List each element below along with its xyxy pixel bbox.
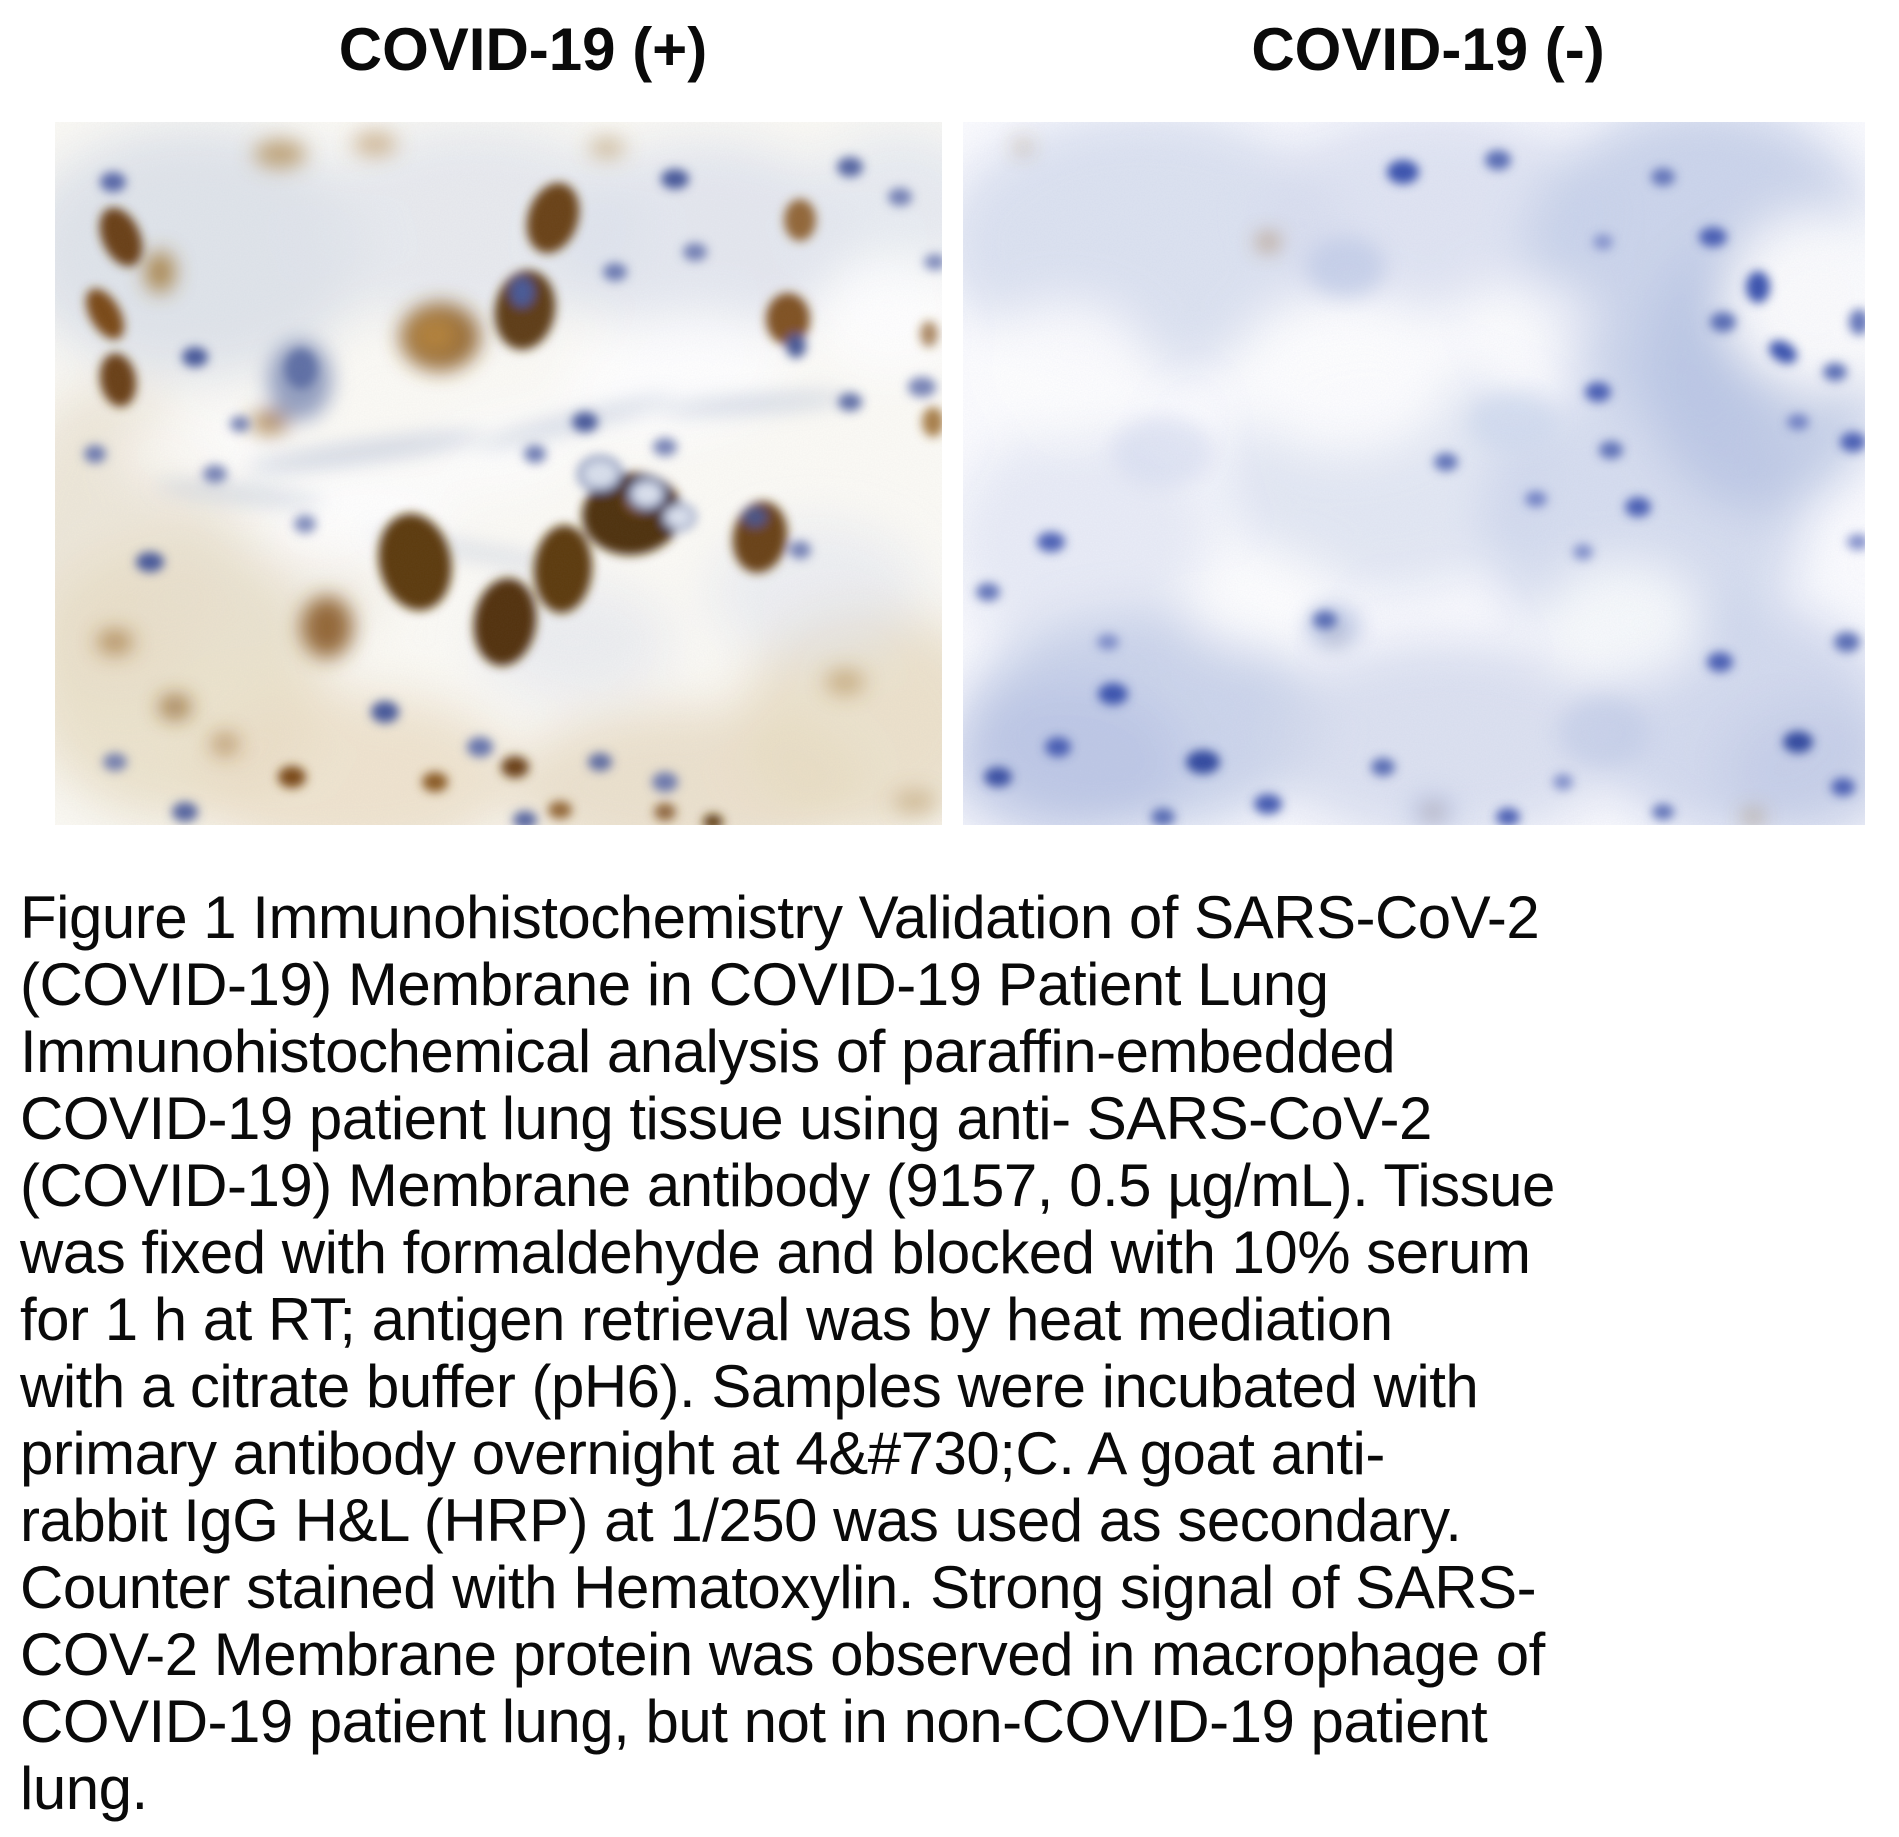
caption-line: Immunohistochemical analysis of paraffin… xyxy=(20,1018,1396,1085)
caption-line: primary antibody overnight at 4&#730;C. … xyxy=(20,1420,1385,1487)
panel-title-covid-negative: COVID-19 (-) xyxy=(1251,16,1605,83)
micrograph-covid-negative xyxy=(963,122,1865,825)
caption-line: COV-2 Membrane protein was observed in m… xyxy=(20,1621,1545,1688)
micrograph-covid-positive xyxy=(55,122,942,825)
caption-line: Figure 1 Immunohistochemistry Validation… xyxy=(20,884,1540,951)
caption-line: was fixed with formaldehyde and blocked … xyxy=(20,1219,1531,1286)
caption-line: lung. xyxy=(20,1755,148,1822)
micrograph-image-negative xyxy=(963,122,1865,825)
caption-line: rabbit IgG H&L (HRP) at 1/250 was used a… xyxy=(20,1487,1462,1554)
caption-line: (COVID-19) Membrane in COVID-19 Patient … xyxy=(20,951,1329,1018)
caption-line: COVID-19 patient lung tissue using anti-… xyxy=(20,1085,1432,1152)
caption-line: for 1 h at RT; antigen retrieval was by … xyxy=(20,1286,1393,1353)
micrograph-image-positive xyxy=(55,122,942,825)
panel-title-covid-positive: COVID-19 (+) xyxy=(338,16,708,83)
caption-line: COVID-19 patient lung, but not in non-CO… xyxy=(20,1688,1488,1755)
caption-line: (COVID-19) Membrane antibody (9157, 0.5 … xyxy=(20,1152,1555,1219)
caption-line: with a citrate buffer (pH6). Samples wer… xyxy=(20,1353,1479,1420)
figure-caption: Figure 1 Immunohistochemistry Validation… xyxy=(20,884,1555,1822)
caption-line: Counter stained with Hematoxylin. Strong… xyxy=(20,1554,1537,1621)
